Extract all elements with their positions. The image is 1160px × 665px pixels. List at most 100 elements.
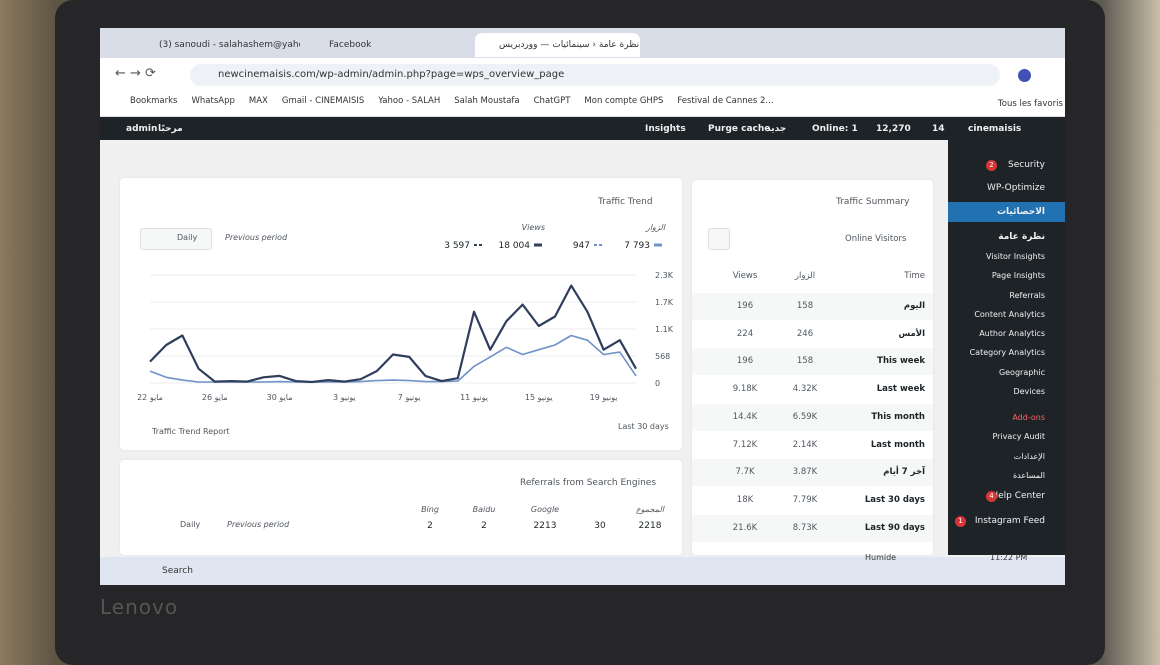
bookmark[interactable]: MAX [248, 96, 268, 106]
sidebar-item[interactable]: Content Analytics [974, 310, 1045, 319]
table-row [692, 403, 933, 431]
panel-title: Referrals from Search Engines [520, 478, 657, 488]
engine-name: Bing [421, 505, 439, 514]
bookmark[interactable]: Gmail - CINEMAISIS [281, 96, 365, 106]
sidebar-item[interactable]: Privacy Audit [992, 432, 1046, 441]
table-row [692, 514, 933, 542]
table-cell: 196 [736, 301, 754, 311]
sidebar-item[interactable]: Help Center [991, 491, 1045, 501]
table-cell: 246 [796, 328, 814, 339]
engine-value: 2 [427, 521, 433, 531]
table-cell: 3.87K [792, 467, 818, 478]
admin-user[interactable]: admin [126, 124, 158, 134]
period: Daily [180, 520, 201, 529]
bookmark[interactable]: Salah Moustafa [454, 96, 520, 106]
sidebar-item[interactable]: Instagram Feed [974, 516, 1045, 526]
sidebar-item[interactable]: Referrals [1009, 291, 1045, 300]
compare[interactable]: Previous period [225, 233, 288, 242]
site-name[interactable]: cinemaisis [968, 124, 1022, 134]
table-row [692, 459, 933, 487]
sidebar-item[interactable]: Page Insights [991, 271, 1045, 280]
online[interactable]: Online: 1 [812, 124, 858, 134]
range[interactable]: Last 30 days [618, 422, 669, 431]
engine-previous: 30 [594, 521, 606, 531]
sidebar-item[interactable]: Add-ons [1012, 413, 1045, 422]
legend-total: 7 793 [624, 241, 650, 251]
table-cell: اليوم [903, 301, 925, 311]
bookmark[interactable]: Mon compte GHPS [584, 96, 664, 106]
profile-icon[interactable] [1018, 69, 1031, 82]
all-bookmarks[interactable]: Tous les favoris [998, 99, 1063, 109]
x-tick-label: 19 يونيو [590, 393, 618, 402]
sidebar-item[interactable]: Author Analytics [979, 329, 1045, 338]
address-bar[interactable]: newcinemaisis.com/wp-admin/admin.php?pag… [190, 64, 1000, 86]
sidebar-item[interactable]: Category Analytics [969, 348, 1045, 357]
browser-tab[interactable]: Facebook [329, 40, 372, 50]
sidebar-item[interactable]: الاحصائيات [997, 207, 1045, 217]
sidebar-item[interactable]: الإعدادات [1013, 452, 1045, 461]
table-cell: 224 [736, 328, 754, 339]
taskbar-search[interactable]: Search [162, 566, 193, 576]
sidebar-item[interactable]: Security [1008, 160, 1045, 170]
period: Daily [177, 233, 198, 242]
series-line [149, 284, 637, 384]
sidebar-item[interactable]: WP-Optimize [987, 183, 1045, 193]
bookmark[interactable]: Yahoo - SALAH [378, 96, 441, 106]
sidebar-item[interactable]: Devices [1013, 387, 1045, 396]
admin-greeting: مرحبًا [158, 124, 183, 134]
insights[interactable]: Insights [645, 124, 686, 134]
report-link[interactable]: Traffic Trend Report [152, 427, 230, 436]
table-row [692, 348, 933, 376]
bookmark[interactable]: Bookmarks [130, 96, 178, 106]
badge: 2 [986, 160, 997, 171]
bookmark[interactable]: WhatsApp [191, 96, 235, 106]
x-tick-label: 15 يونيو [525, 393, 553, 402]
nav-buttons[interactable]: ← → ⟳ [115, 66, 156, 81]
sidebar-item[interactable]: نظرة عامة [998, 232, 1045, 242]
legend-previous: 3 597 [444, 241, 470, 251]
engine-value: 2213 [533, 521, 557, 531]
browser-tab[interactable]: (3) sanoudi - salahashem@yaho [159, 40, 300, 50]
browser-tab[interactable]: نظرة عامة ‹ سينمائيات — ووردبريس [475, 33, 640, 57]
back-button[interactable] [708, 228, 730, 250]
purge-cache[interactable]: Purge cache [708, 124, 771, 134]
y-tick-label: 0 [655, 379, 660, 388]
y-tick-label: 568 [655, 352, 670, 361]
badge: 4 [986, 491, 997, 502]
active-menu [948, 202, 1065, 222]
sidebar-item[interactable]: المساعدة [1012, 471, 1045, 480]
laptop-brand: Lenovo [100, 595, 179, 619]
table-cell: 8.73K [792, 522, 818, 533]
table-cell: 7.7K [735, 467, 755, 478]
x-tick-label: 26 مايو [202, 393, 228, 402]
panel-title: Traffic Trend [598, 197, 653, 207]
comments[interactable]: 12,270 [876, 124, 911, 134]
compare[interactable]: Previous period [227, 520, 290, 529]
table-cell: 18K [736, 494, 754, 505]
y-tick-label: 1.7K [655, 298, 674, 307]
legend-name: الزوار [645, 223, 666, 232]
table-cell: Last week [876, 384, 925, 395]
updates[interactable]: 14 [932, 124, 945, 134]
period-select[interactable] [140, 228, 212, 250]
table-cell: 6.59K [792, 411, 818, 422]
new[interactable]: جديد [766, 124, 787, 134]
y-tick-label: 2.3K [655, 271, 674, 280]
legend-name: Views [522, 223, 545, 232]
referrals-panel [120, 460, 682, 555]
sidebar-item[interactable]: Geographic [998, 368, 1045, 377]
table-cell: آخر 7 أيام [883, 467, 925, 478]
clock: 11:22 PM [990, 553, 1028, 562]
bookmark[interactable]: ChatGPT [533, 96, 571, 106]
admin-bar [100, 117, 1065, 140]
table-cell: 9.18K [732, 384, 758, 395]
online-visitors-select[interactable]: Online Visitors [845, 234, 907, 244]
table-cell: 158 [796, 301, 814, 311]
table-cell: This week [877, 356, 925, 367]
bookmark[interactable]: Festival de Cannes 2... [677, 96, 774, 106]
table-cell: Last 90 days [864, 522, 925, 533]
weather: Humide [865, 553, 897, 562]
engine-value: 2 [481, 521, 487, 531]
sidebar-item[interactable]: Visitor Insights [985, 252, 1045, 261]
table-cell: Last 30 days [864, 494, 925, 505]
